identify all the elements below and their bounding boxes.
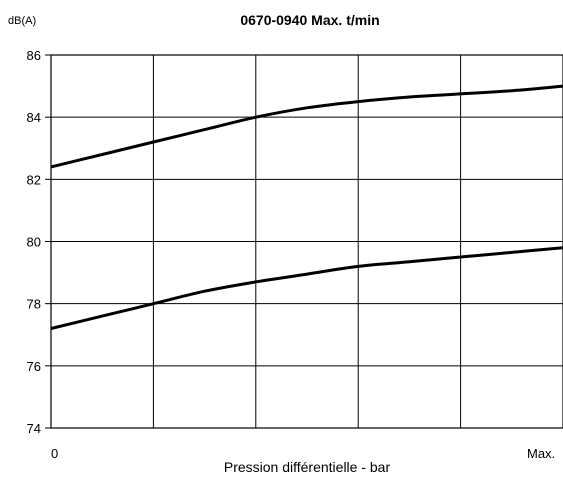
lower-noise-curve bbox=[50, 246, 563, 330]
y-tick-label: 78 bbox=[27, 297, 41, 312]
grid-lines bbox=[45, 54, 563, 429]
y-tick-label: 76 bbox=[27, 359, 41, 374]
y-tick-label: 80 bbox=[27, 235, 41, 250]
plot-frame bbox=[50, 54, 563, 429]
y-tick-labels: 74 76 78 80 82 84 86 bbox=[27, 48, 41, 436]
x-tick-label-start: 0 bbox=[51, 446, 58, 461]
x-axis-label: Pression différentielle - bar bbox=[224, 459, 391, 475]
y-tick-label: 82 bbox=[27, 172, 41, 187]
data-series bbox=[50, 84, 563, 330]
upper-noise-curve bbox=[50, 84, 563, 169]
y-axis-unit-label: dB(A) bbox=[8, 15, 36, 27]
y-tick-label: 86 bbox=[27, 48, 41, 63]
chart-title: 0670-0940 Max. t/min bbox=[240, 12, 379, 28]
y-tick-label: 74 bbox=[27, 421, 41, 436]
y-tick-label: 84 bbox=[27, 110, 41, 125]
x-tick-label-end: Max. bbox=[527, 446, 555, 461]
